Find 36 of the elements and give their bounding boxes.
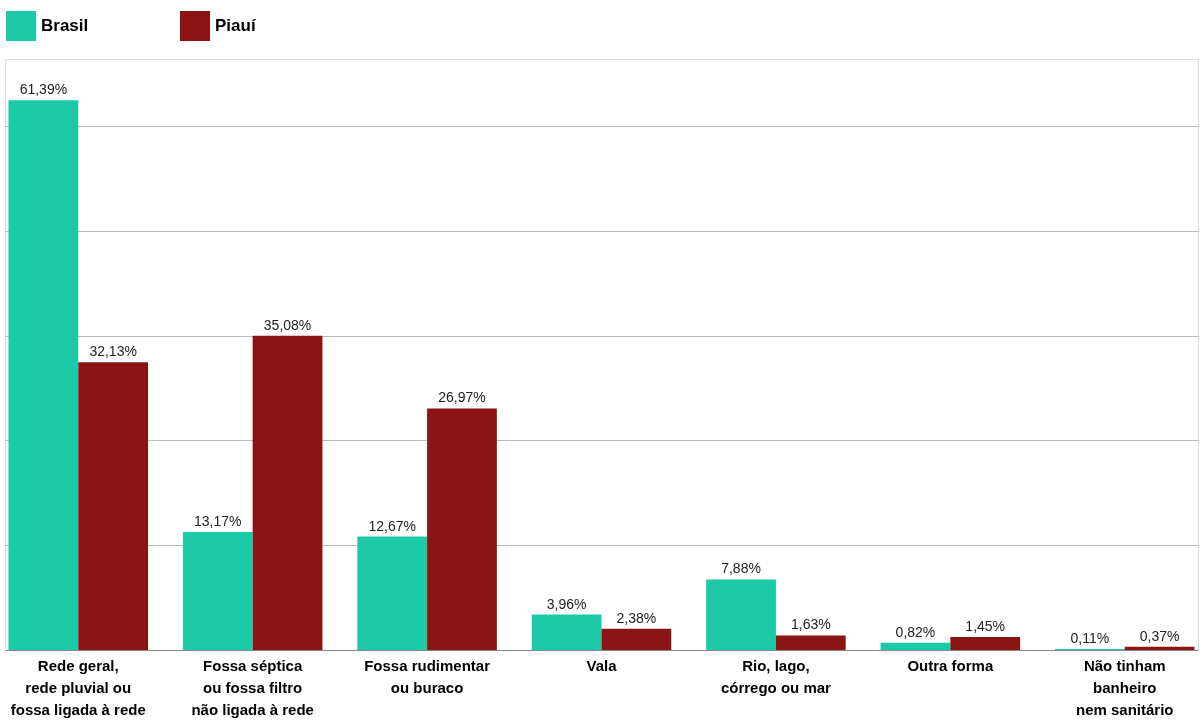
- legend-label: Piauí: [215, 16, 257, 35]
- bar: [78, 362, 149, 650]
- bar: [775, 635, 846, 650]
- data-label: 0,11%: [1070, 630, 1110, 647]
- data-label: 26,97%: [438, 389, 486, 406]
- data-label: 1,63%: [790, 616, 831, 633]
- bar: [880, 642, 951, 650]
- data-label: 2,38%: [616, 609, 657, 626]
- data-label: 3,96%: [546, 595, 587, 612]
- x-tick-label: Rede geral, rede pluvial ou fossa ligada à rede: [10, 656, 146, 718]
- data-label: 0,37%: [1139, 627, 1180, 644]
- x-tick-label: Outra forma: [907, 656, 994, 674]
- bar: [531, 614, 602, 650]
- data-label: 7,88%: [721, 560, 761, 577]
- x-tick-label: Fossa séptica ou fossa filtro não ligada à rede: [191, 656, 314, 718]
- data-label: 0,82%: [895, 623, 936, 640]
- bar: [601, 628, 672, 650]
- bar: [706, 579, 776, 650]
- bar: [950, 637, 1021, 650]
- data-label: 1,45%: [965, 618, 1006, 635]
- data-label: 32,13%: [89, 343, 137, 360]
- bar: [182, 532, 253, 650]
- x-tick-label: Fossa rudimentar ou buraco: [364, 656, 491, 696]
- x-tick-label: Vala: [586, 656, 618, 674]
- bar: [8, 100, 79, 650]
- bar: [252, 335, 323, 650]
- data-label: 13,17%: [194, 513, 242, 530]
- data-label: 61,39%: [19, 81, 68, 98]
- legend-label: Brasil: [41, 16, 89, 35]
- x-tick-label: Não tinham banheiro nem sanitário: [1075, 656, 1174, 718]
- x-tick-label: Rio, lago, córrego ou mar: [720, 656, 832, 696]
- bar: [357, 536, 428, 650]
- bar: [1124, 646, 1195, 650]
- data-label: 12,67%: [368, 517, 416, 534]
- bar: [427, 408, 497, 650]
- data-label: 35,08%: [263, 316, 312, 333]
